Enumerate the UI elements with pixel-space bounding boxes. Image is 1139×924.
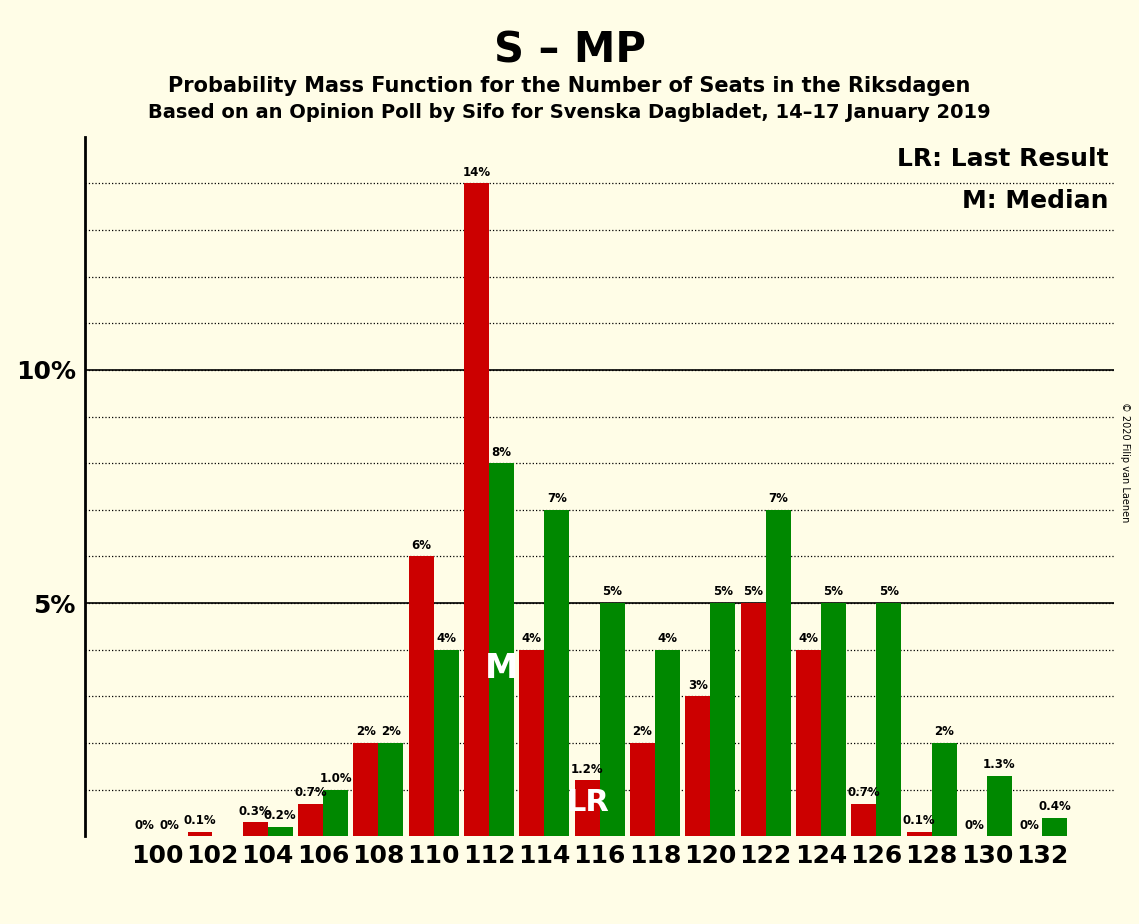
Text: 5%: 5% [713,586,732,599]
Bar [876,603,901,836]
Text: 0.3%: 0.3% [239,805,271,818]
Text: 5%: 5% [744,586,763,599]
Text: 2%: 2% [632,725,653,738]
Text: 5%: 5% [823,586,844,599]
Text: 0.7%: 0.7% [847,786,880,799]
Text: 2%: 2% [357,725,376,738]
Bar [464,183,489,836]
Text: S – MP: S – MP [493,30,646,71]
Text: 7%: 7% [547,492,567,505]
Bar [740,603,765,836]
Bar [711,603,736,836]
Text: 7%: 7% [768,492,788,505]
Text: 0.2%: 0.2% [264,809,296,822]
Text: 2%: 2% [380,725,401,738]
Bar [686,697,711,836]
Text: 0.1%: 0.1% [903,814,935,827]
Text: M: Median: M: Median [962,189,1108,213]
Text: 0%: 0% [1019,819,1040,832]
Bar [852,804,876,836]
Bar [630,743,655,836]
Text: 1.3%: 1.3% [983,758,1016,771]
Bar [988,775,1011,836]
Bar [188,832,212,836]
Text: 0%: 0% [159,819,180,832]
Bar [655,650,680,836]
Text: LR: Last Result: LR: Last Result [898,147,1108,171]
Bar [519,650,544,836]
Bar [796,650,821,836]
Bar [434,650,459,836]
Text: 4%: 4% [522,632,542,645]
Bar [409,556,434,836]
Text: Probability Mass Function for the Number of Seats in the Riksdagen: Probability Mass Function for the Number… [169,76,970,96]
Text: 1.2%: 1.2% [571,762,604,775]
Text: 1.0%: 1.0% [319,772,352,784]
Bar [1042,818,1067,836]
Text: 2%: 2% [934,725,954,738]
Bar [907,832,932,836]
Text: 4%: 4% [798,632,819,645]
Bar [298,804,323,836]
Bar [323,790,347,836]
Text: 4%: 4% [657,632,678,645]
Text: 0%: 0% [965,819,984,832]
Text: LR: LR [566,788,608,817]
Text: © 2020 Filip van Laenen: © 2020 Filip van Laenen [1120,402,1130,522]
Text: 0.7%: 0.7% [294,786,327,799]
Bar [575,780,600,836]
Bar [353,743,378,836]
Bar [544,510,570,836]
Bar [243,822,268,836]
Bar [378,743,403,836]
Bar [268,827,293,836]
Bar [489,463,514,836]
Bar [821,603,846,836]
Text: 0%: 0% [134,819,155,832]
Text: 14%: 14% [462,165,491,178]
Bar [932,743,957,836]
Bar [765,510,790,836]
Text: Based on an Opinion Poll by Sifo for Svenska Dagbladet, 14–17 January 2019: Based on an Opinion Poll by Sifo for Sve… [148,103,991,123]
Text: 0.1%: 0.1% [183,814,216,827]
Text: 4%: 4% [436,632,456,645]
Text: 5%: 5% [879,586,899,599]
Text: 5%: 5% [603,586,622,599]
Text: M: M [485,651,518,685]
Text: 6%: 6% [411,539,432,552]
Text: 8%: 8% [492,445,511,458]
Text: 0.4%: 0.4% [1039,800,1071,813]
Text: 3%: 3% [688,678,707,692]
Bar [600,603,624,836]
